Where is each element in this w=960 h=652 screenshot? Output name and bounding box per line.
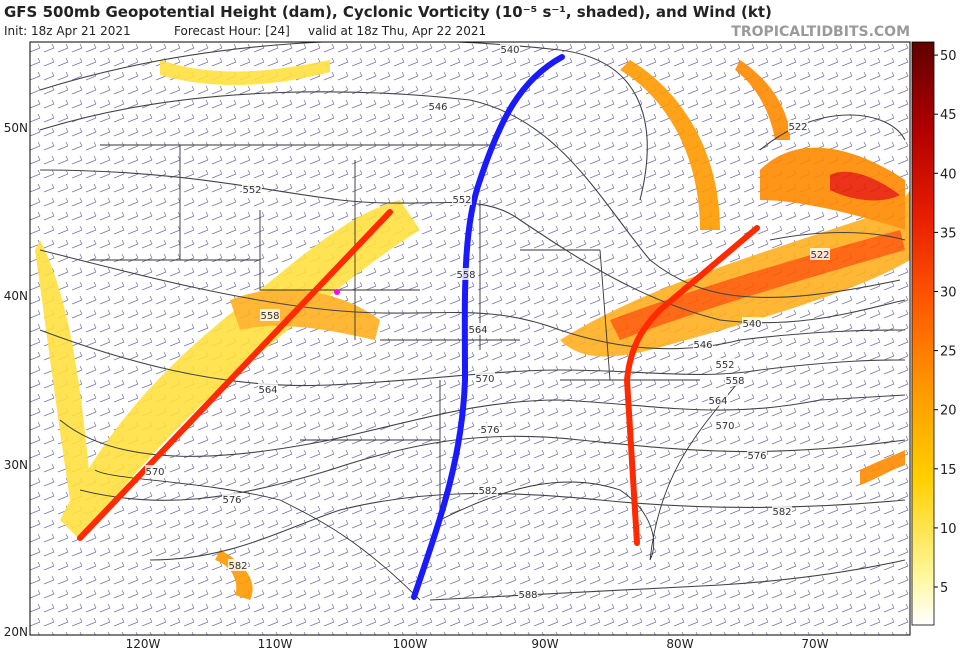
contour-label: 558	[456, 270, 475, 281]
contour-label: 582	[478, 486, 497, 497]
contour-label-bg	[222, 493, 242, 505]
contour-label: 570	[475, 374, 494, 385]
contour-label-bg	[478, 484, 498, 496]
colorbar-label: 45	[940, 108, 957, 123]
colorbar-label: 35	[940, 226, 957, 241]
colorbar-label: 15	[940, 463, 957, 478]
lat-label: 50N	[4, 121, 28, 135]
lat-label: 20N	[4, 625, 28, 639]
marker-dot	[334, 289, 340, 295]
contour-label-bg	[693, 338, 713, 350]
contour-label: 546	[428, 102, 447, 113]
trough-axis-east	[623, 225, 760, 546]
contour-label: 570	[715, 421, 734, 432]
contour-label: 552	[452, 195, 471, 206]
contour-label-bg	[518, 588, 538, 600]
wind-barbs	[30, 42, 910, 635]
contour-label: 588	[518, 590, 537, 601]
colorbar-label: 50	[940, 49, 957, 64]
contour-label: 576	[222, 495, 241, 506]
contour-label: 576	[747, 451, 766, 462]
contour-label: 582	[228, 561, 247, 572]
contour-label: 540	[742, 319, 761, 330]
lat-label: 30N	[4, 458, 28, 472]
map-frame	[29, 41, 911, 636]
contour-label-bg	[228, 559, 248, 571]
contour-label: 576	[480, 425, 499, 436]
colorbar-label: 5	[940, 581, 948, 596]
contour-label-bg	[772, 505, 792, 517]
contour-label-bg	[715, 419, 735, 431]
contour-label-bg	[810, 248, 830, 260]
init-time: Init: 18z Apr 21 2021	[4, 24, 131, 38]
colorbar-label: 30	[940, 286, 957, 301]
colorbar-label: 20	[940, 404, 957, 419]
contour-label: 582	[772, 507, 791, 518]
credit: TROPICALTIDBITS.COM	[731, 24, 910, 40]
contour-label-bg	[260, 309, 280, 321]
map-area	[30, 42, 910, 635]
lon-label: 120W	[126, 637, 161, 651]
height-contours	[39, 42, 906, 601]
colorbar-label: 40	[940, 167, 957, 182]
contour-label-bg	[747, 449, 767, 461]
contour-label-bg	[145, 465, 165, 477]
contour-label-bg	[475, 372, 495, 384]
contour-label: 552	[242, 185, 261, 196]
contour-label-bg	[788, 120, 808, 132]
trough-axis-west	[77, 209, 393, 541]
contour-label: 558	[725, 376, 744, 387]
contour-label-bg	[715, 358, 735, 370]
contour-label-bg	[456, 268, 476, 280]
contour-label-bg	[258, 383, 278, 395]
title: GFS 500mb Geopotential Height (dam), Cyc…	[4, 3, 772, 21]
valid-time: valid at 18z Thu, Apr 22 2021	[308, 24, 486, 38]
contour-label: 552	[715, 360, 734, 371]
contour-label-bg	[725, 374, 745, 386]
lat-label: 40N	[4, 289, 28, 303]
contour-label-bg	[428, 100, 448, 112]
contour-label: 564	[258, 385, 277, 396]
contour-label: 540	[500, 45, 519, 56]
lon-label: 90W	[531, 637, 558, 651]
forecast-hour: Forecast Hour: [24]	[174, 24, 290, 38]
contour-label-bg	[500, 43, 520, 55]
colorbar	[911, 41, 935, 626]
contour-label-bg	[480, 423, 500, 435]
lon-label: 80W	[666, 637, 693, 651]
lon-label: 100W	[393, 637, 428, 651]
ridge-axis	[411, 54, 565, 600]
lon-label: 70W	[801, 637, 828, 651]
lon-label: 110W	[258, 637, 293, 651]
contour-label: 522	[788, 122, 807, 133]
colorbar-label: 10	[940, 522, 957, 537]
contour-label-bg	[242, 183, 262, 195]
contour-label: 546	[693, 340, 712, 351]
contour-label-bg	[468, 323, 488, 335]
colorbar-label: 25	[940, 345, 957, 360]
contour-label-bg	[742, 317, 762, 329]
contour-label-bg	[708, 394, 728, 406]
contour-label: 564	[468, 325, 487, 336]
contour-label: 558	[260, 311, 279, 322]
contour-label: 522	[810, 250, 829, 261]
contour-label-bg	[452, 193, 472, 205]
contour-label: 570	[145, 467, 164, 478]
contour-label: 564	[708, 396, 727, 407]
